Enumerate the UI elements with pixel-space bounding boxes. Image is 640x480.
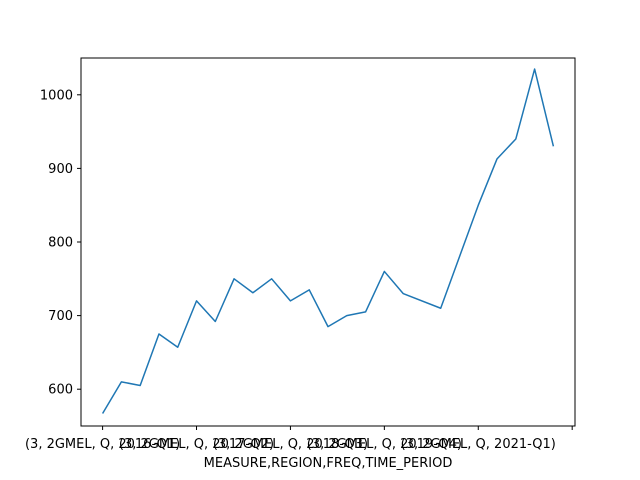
plot-area	[80, 57, 576, 427]
y-axis-ticks: 600 700 800 900 1000	[40, 88, 81, 398]
x-tick-label: (3, 2GMEL, Q, 2017-Q2)	[119, 437, 274, 452]
y-tick-label: 700	[48, 309, 73, 324]
x-axis-ticks: (3, 2GMEL, Q, 2016-Q1)(3, 2GMEL, Q, 2017…	[25, 426, 573, 452]
axes-frame	[80, 57, 576, 427]
y-tick-label: 1000	[40, 88, 73, 103]
x-tick-label: (3, 2GMEL, Q, 2021-Q1)	[401, 437, 556, 452]
y-tick-label: 900	[48, 162, 73, 177]
x-tick-label: (3, 2GMEL, Q, 2019-Q4)	[307, 437, 462, 452]
x-axis-title: MEASURE,REGION,FREQ,TIME_PERIOD	[204, 456, 453, 471]
y-tick-label: 800	[48, 236, 73, 251]
x-tick-label: (3, 2GMEL, Q, 2018-Q3)	[213, 437, 368, 452]
y-tick-label: 600	[48, 383, 73, 398]
x-tick-label: (3, 2GMEL, Q, 2016-Q1)	[25, 437, 180, 452]
series-group	[101, 68, 555, 414]
series-line	[101, 68, 555, 414]
